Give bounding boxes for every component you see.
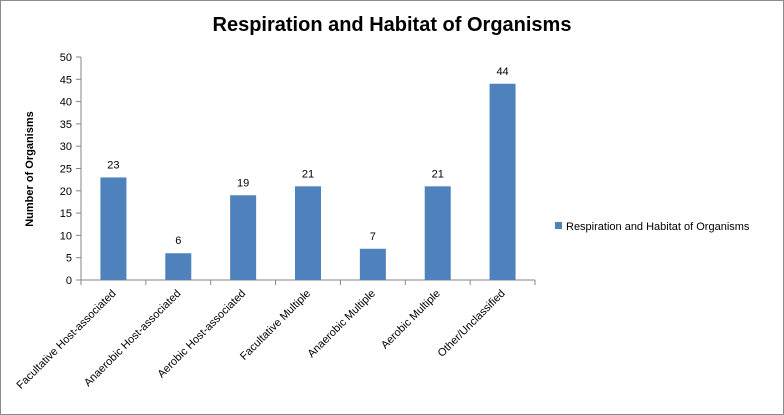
data-label: 21 bbox=[302, 168, 314, 180]
data-labels: 23 6 19 21 7 21 44 bbox=[107, 66, 508, 247]
data-label: 21 bbox=[432, 168, 444, 180]
y-tick-label: 15 bbox=[60, 208, 72, 220]
y-tick-label: 25 bbox=[60, 164, 72, 176]
y-tick-label: 30 bbox=[60, 141, 72, 153]
y-tick-label: 10 bbox=[60, 230, 72, 242]
bar bbox=[424, 186, 451, 280]
y-axis-label: Number of Organisms bbox=[24, 111, 36, 227]
legend-label: Respiration and Habitat of Organisms bbox=[566, 221, 750, 233]
y-axis: 0 5 10 15 20 25 30 35 40 45 50 bbox=[60, 52, 82, 287]
chart-title: Respiration and Habitat of Organisms bbox=[212, 14, 572, 36]
x-tick-label: Aerobic Multiple bbox=[379, 288, 443, 352]
x-tick-label: Facultative Multiple bbox=[238, 288, 313, 363]
legend-swatch bbox=[555, 222, 562, 229]
legend: Respiration and Habitat of Organisms bbox=[555, 221, 750, 233]
y-tick-label: 45 bbox=[60, 74, 72, 86]
y-tick-label: 40 bbox=[60, 97, 72, 109]
data-label: 7 bbox=[370, 231, 376, 243]
data-label: 23 bbox=[107, 159, 119, 171]
bar bbox=[165, 253, 192, 280]
y-tick-label: 50 bbox=[60, 52, 72, 64]
bar bbox=[489, 83, 516, 280]
bars bbox=[100, 83, 516, 280]
bar bbox=[100, 177, 127, 280]
y-tick-label: 5 bbox=[66, 253, 72, 265]
y-tick-label: 35 bbox=[60, 119, 72, 131]
data-label: 44 bbox=[496, 66, 508, 78]
data-label: 19 bbox=[237, 177, 249, 189]
x-tick-label: Other/Unclassified bbox=[436, 288, 508, 360]
data-label: 6 bbox=[175, 235, 181, 247]
bar bbox=[359, 248, 386, 280]
bar bbox=[295, 186, 321, 280]
y-tick-label: 20 bbox=[60, 186, 72, 198]
bar bbox=[230, 195, 257, 280]
y-tick-label: 0 bbox=[66, 275, 72, 287]
x-tick-label: Anaerobic Multiple bbox=[306, 288, 378, 360]
